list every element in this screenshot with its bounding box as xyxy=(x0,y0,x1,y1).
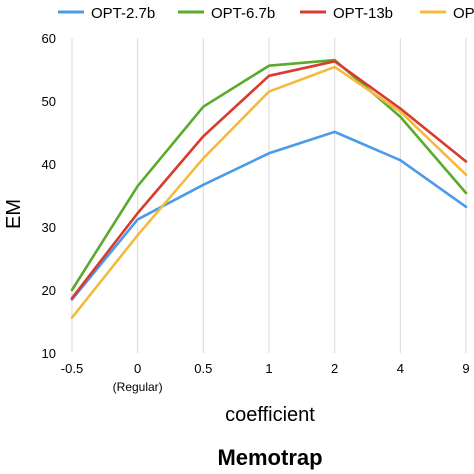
y-axis-title: EM xyxy=(3,199,25,229)
x-axis-title: coefficient xyxy=(225,404,315,426)
x-tick-label: 9 xyxy=(462,361,469,376)
chart-title: Memotrap xyxy=(217,445,322,470)
y-tick-label: 60 xyxy=(42,31,56,46)
series-line-opt-13b xyxy=(70,60,468,300)
y-tick-label: 50 xyxy=(42,94,56,109)
x-tick-label: 0.5 xyxy=(194,361,212,376)
legend-label: OPT-6.7b xyxy=(211,5,275,22)
x-tick-label: 0 xyxy=(134,361,141,376)
series-line-opt-6-7b xyxy=(70,58,468,292)
x-tick-label: -0.5 xyxy=(61,361,83,376)
axes: 10 20 30 40 50 60 -0.5 0 (Regular) 0.5 1 2 4 9 xyxy=(42,31,470,394)
series-line-opt-2-7b xyxy=(70,130,468,301)
y-tick-label: 20 xyxy=(42,283,56,298)
y-tick-label: 10 xyxy=(42,346,56,361)
y-tick-label: 40 xyxy=(42,157,56,172)
legend: OPT-2.7b OPT-6.7b OPT-13b OPT-30b xyxy=(58,5,474,22)
legend-label: OPT-2.7b xyxy=(91,5,155,22)
x-tick-label: 2 xyxy=(331,361,338,376)
x-tick-label: 4 xyxy=(397,361,404,376)
x-tick-sublabel: (Regular) xyxy=(113,380,163,394)
x-tick-label: 1 xyxy=(265,361,272,376)
legend-label: OPT-30b xyxy=(453,5,474,22)
y-tick-label: 30 xyxy=(42,220,56,235)
series-lines xyxy=(70,58,468,320)
series-line-opt-30b xyxy=(70,65,468,320)
legend-label: OPT-13b xyxy=(333,5,393,22)
